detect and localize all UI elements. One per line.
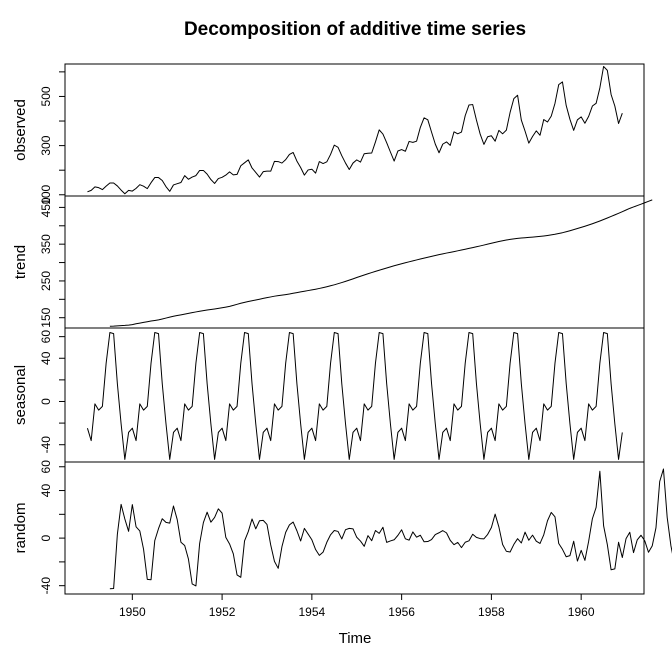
y-tick-label-random: 60 (39, 460, 53, 474)
x-tick-label: 1960 (568, 605, 595, 619)
y-tick-label-observed: 100 (39, 184, 53, 204)
y-tick-label-random: 0 (39, 534, 53, 541)
y-tick-label-observed: 500 (39, 86, 53, 106)
y-tick-label-seasonal: 60 (39, 330, 53, 344)
series-line-random (109, 468, 672, 590)
y-tick-label-trend: 250 (39, 271, 53, 291)
panel-frame-observed (64, 63, 645, 197)
x-tick-label: 1958 (478, 605, 505, 619)
panel-label-seasonal: seasonal (12, 365, 29, 425)
y-tick-label-seasonal: -40 (39, 436, 53, 454)
panels-group: 100 300 500 observed 150 250 350 450 trend -40 0 40… (12, 63, 672, 595)
y-tick-label-seasonal: 0 (39, 398, 53, 405)
chart-title: Decomposition of additive time series (184, 19, 526, 40)
y-tick-label-trend: 150 (39, 307, 53, 327)
series-line-seasonal (86, 332, 623, 460)
y-tick-label-trend: 450 (39, 197, 53, 217)
y-tick-label-seasonal: 40 (39, 351, 53, 365)
panel-observed: 100 300 500 observed (12, 63, 645, 205)
x-tick-label: 1954 (299, 605, 326, 619)
x-tick-label: 1956 (388, 605, 415, 619)
series-line-observed (87, 65, 623, 195)
y-tick-label-observed: 300 (39, 135, 53, 155)
y-tick-label-random: 40 (39, 484, 53, 498)
x-tick-label: 1950 (119, 605, 146, 619)
panel-random: -40 0 40 60 random (12, 460, 672, 595)
x-axis: 1950 1952 1954 1956 1958 1960 (119, 593, 595, 619)
y-tick-label-trend: 350 (39, 234, 53, 254)
panel-frame-trend (64, 195, 645, 329)
series-line-trend (109, 199, 653, 327)
x-axis-label: Time (339, 630, 372, 647)
y-tick-label-random: -40 (39, 577, 53, 595)
panel-label-random: random (12, 503, 29, 554)
panel-trend: 150 250 350 450 trend (12, 195, 653, 329)
x-tick-label: 1952 (209, 605, 236, 619)
panel-label-trend: trend (12, 245, 29, 279)
panel-label-observed: observed (12, 99, 29, 161)
panel-seasonal: -40 0 40 60 seasonal (12, 327, 645, 463)
